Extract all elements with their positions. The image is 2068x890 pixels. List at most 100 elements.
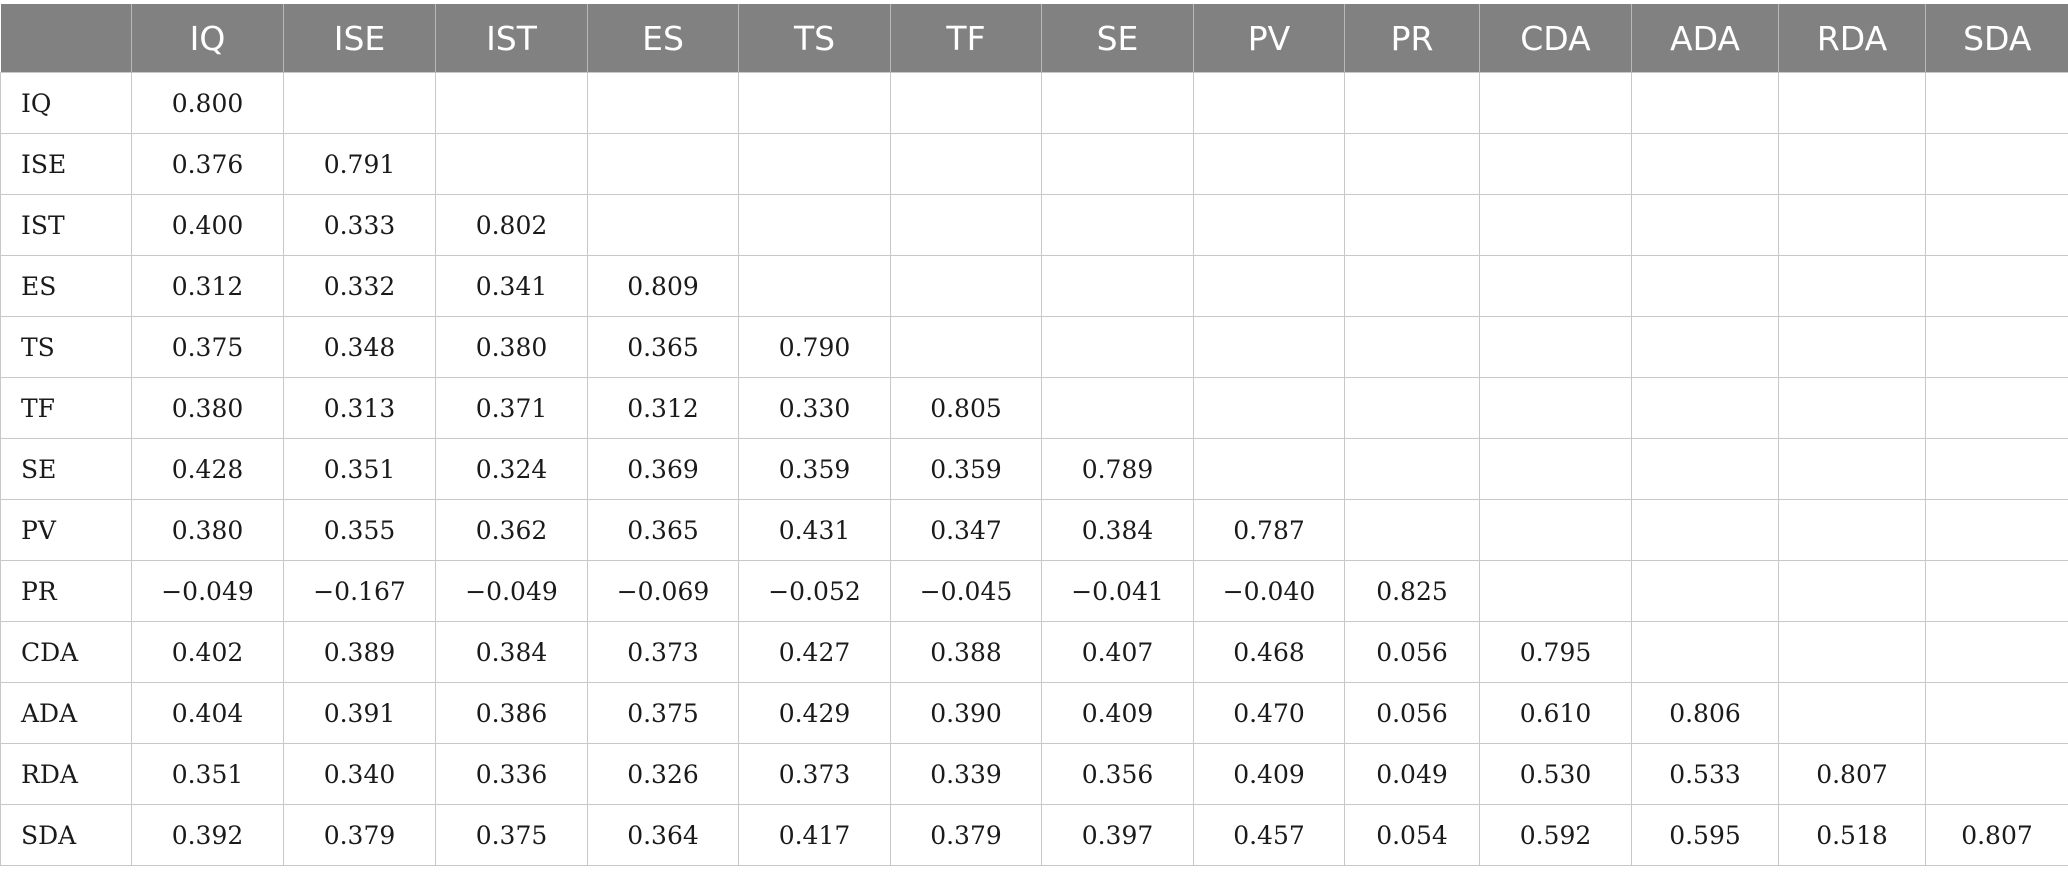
header-row: IQ ISE IST ES TS TF SE PV PR CDA ADA RDA… xyxy=(0,4,2068,73)
table-cell xyxy=(890,316,1042,378)
table-cell xyxy=(1631,377,1779,439)
table-cell xyxy=(1631,72,1779,134)
table-cell: 0.800 xyxy=(131,72,284,134)
table-cell: 0.409 xyxy=(1193,743,1345,805)
table-cell: 0.389 xyxy=(283,621,436,683)
table-cell: 0.791 xyxy=(283,133,436,195)
table-cell: 0.610 xyxy=(1479,682,1632,744)
table-cell xyxy=(1631,438,1779,500)
table-cell: 0.457 xyxy=(1193,804,1345,866)
row-label: TS xyxy=(0,316,132,378)
row-label: SDA xyxy=(0,804,132,866)
table-cell: 0.809 xyxy=(587,255,739,317)
table-cell xyxy=(1344,438,1480,500)
table-cell xyxy=(1925,743,2068,805)
column-header: CDA xyxy=(1479,4,1632,73)
column-header: IQ xyxy=(131,4,284,73)
table-cell: −0.167 xyxy=(283,560,436,622)
table-cell xyxy=(1479,133,1632,195)
table-body: IQ 0.800 ISE 0.376 0.791 IST 0.400 0.333 0.802 ES… xyxy=(0,72,2068,866)
table-cell: 0.802 xyxy=(435,194,588,256)
table-cell: 0.333 xyxy=(283,194,436,256)
header-corner xyxy=(0,4,132,73)
row-label: RDA xyxy=(0,743,132,805)
table-cell xyxy=(1778,560,1926,622)
table-cell: 0.787 xyxy=(1193,499,1345,561)
column-header: TF xyxy=(890,4,1042,73)
row-label: IST xyxy=(0,194,132,256)
table-cell xyxy=(1193,72,1345,134)
table-cell xyxy=(1925,682,2068,744)
table-cell: 0.825 xyxy=(1344,560,1480,622)
table-cell: 0.807 xyxy=(1778,743,1926,805)
table-cell: 0.391 xyxy=(283,682,436,744)
table-cell: 0.470 xyxy=(1193,682,1345,744)
table-cell: 0.356 xyxy=(1041,743,1194,805)
table-cell xyxy=(890,194,1042,256)
table-cell: 0.313 xyxy=(283,377,436,439)
table-cell xyxy=(1631,560,1779,622)
table-cell: −0.049 xyxy=(131,560,284,622)
table-cell xyxy=(1479,72,1632,134)
table-cell xyxy=(283,72,436,134)
table-cell xyxy=(1631,316,1779,378)
table-cell: 0.364 xyxy=(587,804,739,866)
row-label: SE xyxy=(0,438,132,500)
table-cell: 0.312 xyxy=(587,377,739,439)
table-row: SE 0.428 0.351 0.324 0.369 0.359 0.359 0.789 xyxy=(0,438,2068,500)
table-cell xyxy=(1925,194,2068,256)
table-cell: 0.530 xyxy=(1479,743,1632,805)
table-cell: 0.379 xyxy=(283,804,436,866)
table-cell xyxy=(1193,316,1345,378)
table-cell xyxy=(435,133,588,195)
table-cell: 0.324 xyxy=(435,438,588,500)
table-cell: 0.312 xyxy=(131,255,284,317)
table-cell xyxy=(1925,316,2068,378)
table-cell: 0.427 xyxy=(738,621,891,683)
table-cell xyxy=(890,133,1042,195)
table-row: SDA 0.392 0.379 0.375 0.364 0.417 0.379 0.397 0.… xyxy=(0,804,2068,866)
table-cell: 0.592 xyxy=(1479,804,1632,866)
table-row: PV 0.380 0.355 0.362 0.365 0.431 0.347 0.384 0.7… xyxy=(0,499,2068,561)
table-cell xyxy=(1344,377,1480,439)
table-cell: −0.069 xyxy=(587,560,739,622)
column-header: PR xyxy=(1344,4,1480,73)
table-cell: 0.392 xyxy=(131,804,284,866)
table-cell: 0.789 xyxy=(1041,438,1194,500)
table-cell xyxy=(1041,377,1194,439)
table-cell xyxy=(1925,133,2068,195)
row-label: TF xyxy=(0,377,132,439)
table-cell xyxy=(1778,72,1926,134)
table-cell xyxy=(1344,194,1480,256)
table-cell xyxy=(1193,194,1345,256)
table-cell xyxy=(435,72,588,134)
table-cell: 0.049 xyxy=(1344,743,1480,805)
row-label: CDA xyxy=(0,621,132,683)
table-cell: −0.052 xyxy=(738,560,891,622)
table-cell: 0.384 xyxy=(1041,499,1194,561)
table-cell: 0.056 xyxy=(1344,682,1480,744)
table-cell: 0.379 xyxy=(890,804,1042,866)
table-cell xyxy=(1041,72,1194,134)
table-cell xyxy=(1631,194,1779,256)
table-cell xyxy=(1479,194,1632,256)
table-cell xyxy=(1041,316,1194,378)
table-cell: 0.807 xyxy=(1925,804,2068,866)
table-cell: 0.409 xyxy=(1041,682,1194,744)
column-header: ADA xyxy=(1631,4,1779,73)
column-header: PV xyxy=(1193,4,1345,73)
table-cell: 0.375 xyxy=(435,804,588,866)
table-cell: 0.365 xyxy=(587,499,739,561)
table-cell xyxy=(738,194,891,256)
table-cell xyxy=(738,255,891,317)
table-cell xyxy=(1925,255,2068,317)
column-header: SDA xyxy=(1925,4,2068,73)
table-cell xyxy=(1479,255,1632,317)
table-cell xyxy=(738,72,891,134)
table-cell xyxy=(1344,72,1480,134)
table-cell xyxy=(1479,377,1632,439)
row-label: PR xyxy=(0,560,132,622)
table-row: TS 0.375 0.348 0.380 0.365 0.790 xyxy=(0,316,2068,378)
table-cell: 0.417 xyxy=(738,804,891,866)
table-cell xyxy=(1925,560,2068,622)
